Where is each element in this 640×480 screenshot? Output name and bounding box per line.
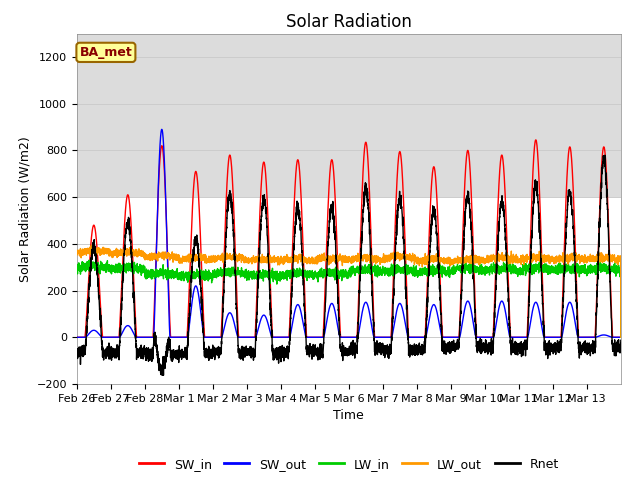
Legend: SW_in, SW_out, LW_in, LW_out, Rnet: SW_in, SW_out, LW_in, LW_out, Rnet [134, 453, 564, 476]
Y-axis label: Solar Radiation (W/m2): Solar Radiation (W/m2) [18, 136, 31, 282]
X-axis label: Time: Time [333, 409, 364, 422]
Bar [77, 34, 621, 197]
Title: Solar Radiation: Solar Radiation [286, 12, 412, 31]
Text: BA_met: BA_met [79, 46, 132, 59]
